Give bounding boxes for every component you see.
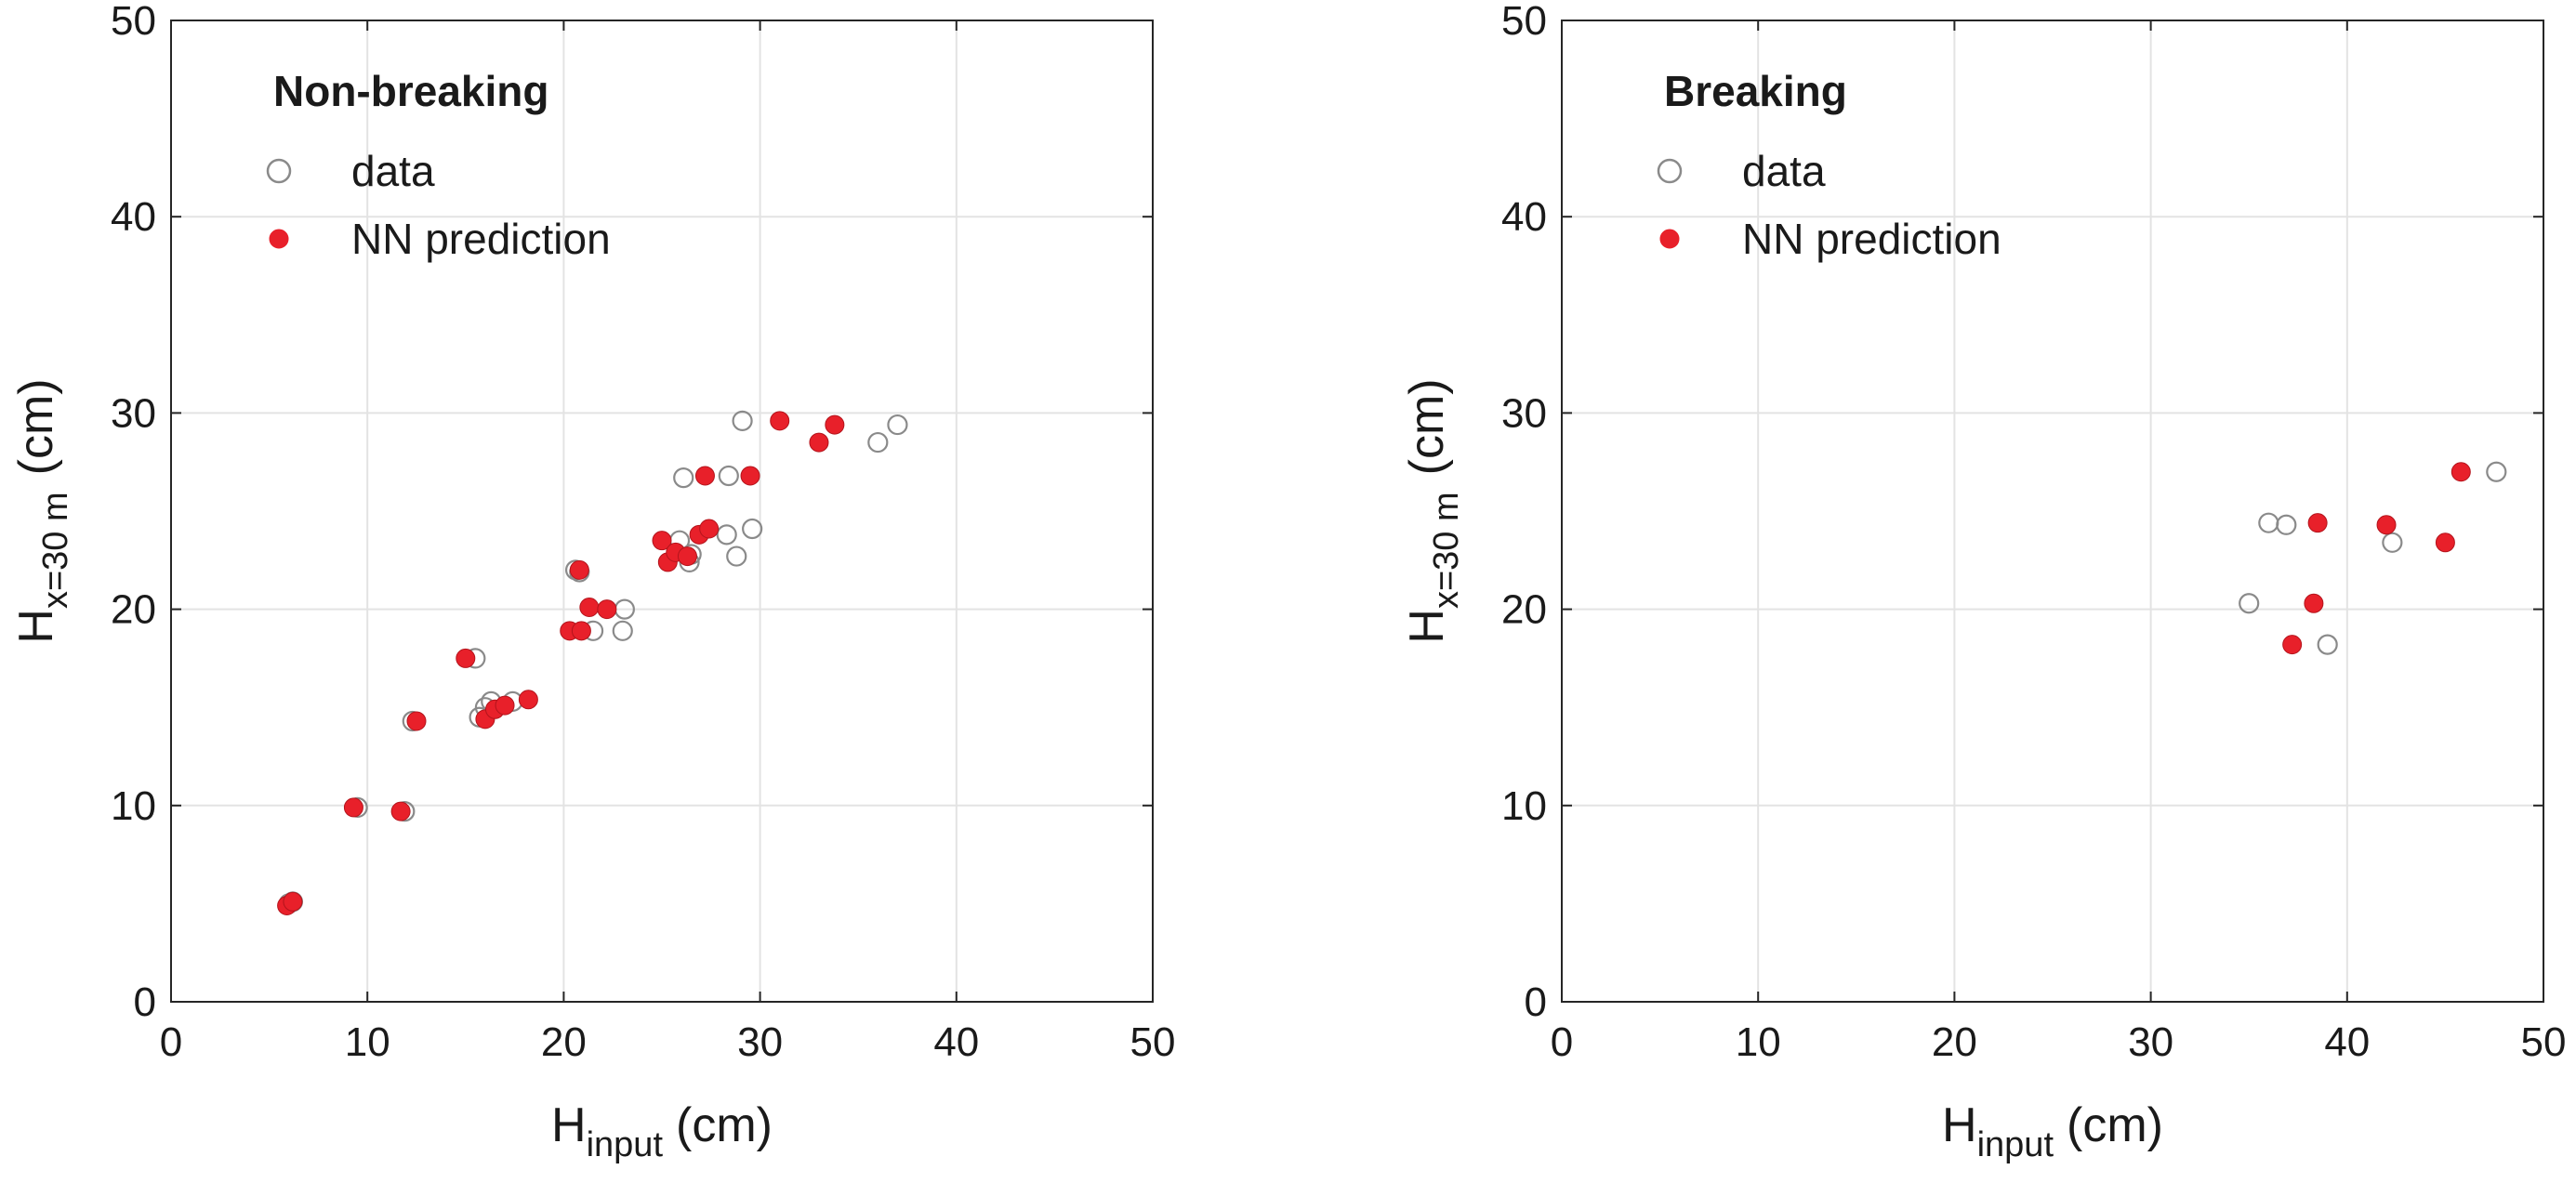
data-point	[2239, 593, 2260, 614]
x-axis-label-main: H	[551, 1098, 587, 1152]
y-tick-label: 30	[111, 390, 156, 436]
legend-label: data	[1742, 147, 1826, 195]
x-tick-label: 20	[1932, 1019, 1977, 1065]
y-tick-label: 20	[111, 587, 156, 633]
nn-prediction-point	[456, 648, 476, 668]
x-tick-label: 50	[1130, 1019, 1176, 1065]
y-tick-label: 50	[111, 0, 156, 44]
nn-prediction-point	[283, 891, 303, 912]
chart-panel-2: 0 10 20 30 40 50 0 10 20 30 40 50 Hinput (cm) Hx=30 m (…	[1400, 0, 2566, 1164]
x-tick-label: 40	[2324, 1019, 2370, 1065]
nn-prediction-point	[740, 466, 760, 486]
nn-prediction-point	[2307, 513, 2328, 533]
series-nn-prediction	[277, 411, 845, 916]
y-axis-label-main: H	[9, 609, 63, 644]
y-axis-label: Hx=30 m (cm)	[1400, 378, 1466, 643]
data-point	[2317, 634, 2338, 655]
y-tick-label: 30	[1501, 390, 1547, 436]
nn-prediction-point	[699, 519, 720, 539]
nn-prediction-point	[2435, 532, 2455, 553]
nn-prediction-point	[2304, 593, 2324, 613]
nn-prediction-point	[2451, 462, 2471, 482]
data-point	[612, 620, 633, 641]
data-point	[887, 414, 908, 436]
data-point	[2276, 514, 2297, 535]
nn-prediction-point	[2282, 635, 2303, 655]
x-axis-label-main: H	[1942, 1098, 1977, 1152]
x-axis-label-unit: (cm)	[676, 1098, 773, 1152]
nn-prediction-point	[677, 546, 697, 567]
x-axis-label-subscript: input	[587, 1125, 664, 1164]
data-point	[673, 467, 694, 489]
nn-prediction-point	[406, 711, 427, 731]
nn-prediction-point	[495, 695, 515, 716]
y-tick-label: 10	[111, 783, 156, 829]
nn-prediction-point	[2376, 515, 2397, 535]
y-tick-label: 40	[1501, 194, 1547, 240]
x-tick-label: 50	[2521, 1019, 2567, 1065]
nn-prediction-point	[694, 466, 715, 486]
legend-marker-data	[266, 158, 292, 184]
series-nn-prediction	[2282, 462, 2471, 655]
legend-label: NN prediction	[351, 215, 611, 263]
x-tick-label: 30	[2128, 1019, 2173, 1065]
x-axis-label: Hinput (cm)	[1942, 1098, 2163, 1164]
data-point	[732, 410, 753, 431]
x-axis-label: Hinput (cm)	[551, 1098, 773, 1164]
y-tick-label: 10	[1501, 783, 1547, 829]
plot-area	[1562, 20, 2543, 1002]
series-data	[2239, 461, 2507, 655]
legend-marker-data	[1657, 158, 1683, 184]
y-axis-label-subscript: x=30 m	[1427, 492, 1466, 609]
data-point	[718, 465, 739, 487]
axes-box	[170, 20, 1154, 1003]
y-tick-label: 0	[1525, 979, 1547, 1025]
y-axis-label-unit: (cm)	[9, 378, 63, 475]
y-tick-label: 0	[134, 979, 156, 1025]
nn-prediction-point	[597, 599, 617, 620]
nn-prediction-point	[770, 411, 790, 431]
data-point	[2382, 532, 2403, 553]
x-tick-label: 10	[345, 1019, 390, 1065]
legend-marker-nn-prediction	[1659, 229, 1680, 249]
nn-prediction-point	[579, 597, 600, 617]
y-axis-label-unit: (cm)	[1400, 378, 1454, 475]
y-tick-label: 40	[111, 194, 156, 240]
data-point	[716, 524, 737, 545]
x-tick-label: 0	[160, 1019, 182, 1065]
x-tick-label: 10	[1736, 1019, 1781, 1065]
data-point	[2486, 461, 2507, 482]
data-point	[867, 431, 889, 453]
axes-box	[1561, 20, 2544, 1003]
data-point	[726, 545, 747, 567]
x-axis-label-subscript: input	[1977, 1125, 2054, 1164]
chart-panel-1: 0 10 20 30 40 50 0 10 20 30 40 50 Hinput (cm) Hx=30 m (…	[9, 0, 1175, 1164]
nn-prediction-point	[343, 797, 363, 818]
y-axis-label: Hx=30 m (cm)	[9, 378, 75, 643]
nn-prediction-point	[825, 414, 845, 435]
y-axis-label-main: H	[1400, 609, 1454, 644]
x-tick-label: 0	[1551, 1019, 1573, 1065]
panel-title: Breaking	[1664, 67, 1847, 115]
y-tick-label: 50	[1501, 0, 1547, 44]
x-axis-label-unit: (cm)	[2067, 1098, 2163, 1152]
y-axis-label-subscript: x=30 m	[36, 492, 75, 609]
panel-title: Non-breaking	[273, 67, 548, 115]
nn-prediction-point	[518, 690, 538, 710]
plot-area	[171, 20, 1153, 1002]
y-tick-label: 20	[1501, 587, 1547, 633]
nn-prediction-point	[569, 559, 589, 580]
x-tick-label: 30	[737, 1019, 783, 1065]
nn-prediction-point	[390, 801, 411, 822]
legend-label: data	[351, 147, 435, 195]
nn-prediction-point	[652, 531, 672, 551]
data-point	[742, 518, 763, 540]
nn-prediction-point	[809, 432, 829, 453]
legend-marker-nn-prediction	[269, 229, 289, 249]
x-tick-label: 20	[541, 1019, 587, 1065]
nn-prediction-point	[571, 621, 591, 641]
legend-label: NN prediction	[1742, 215, 2001, 263]
x-tick-label: 40	[933, 1019, 979, 1065]
